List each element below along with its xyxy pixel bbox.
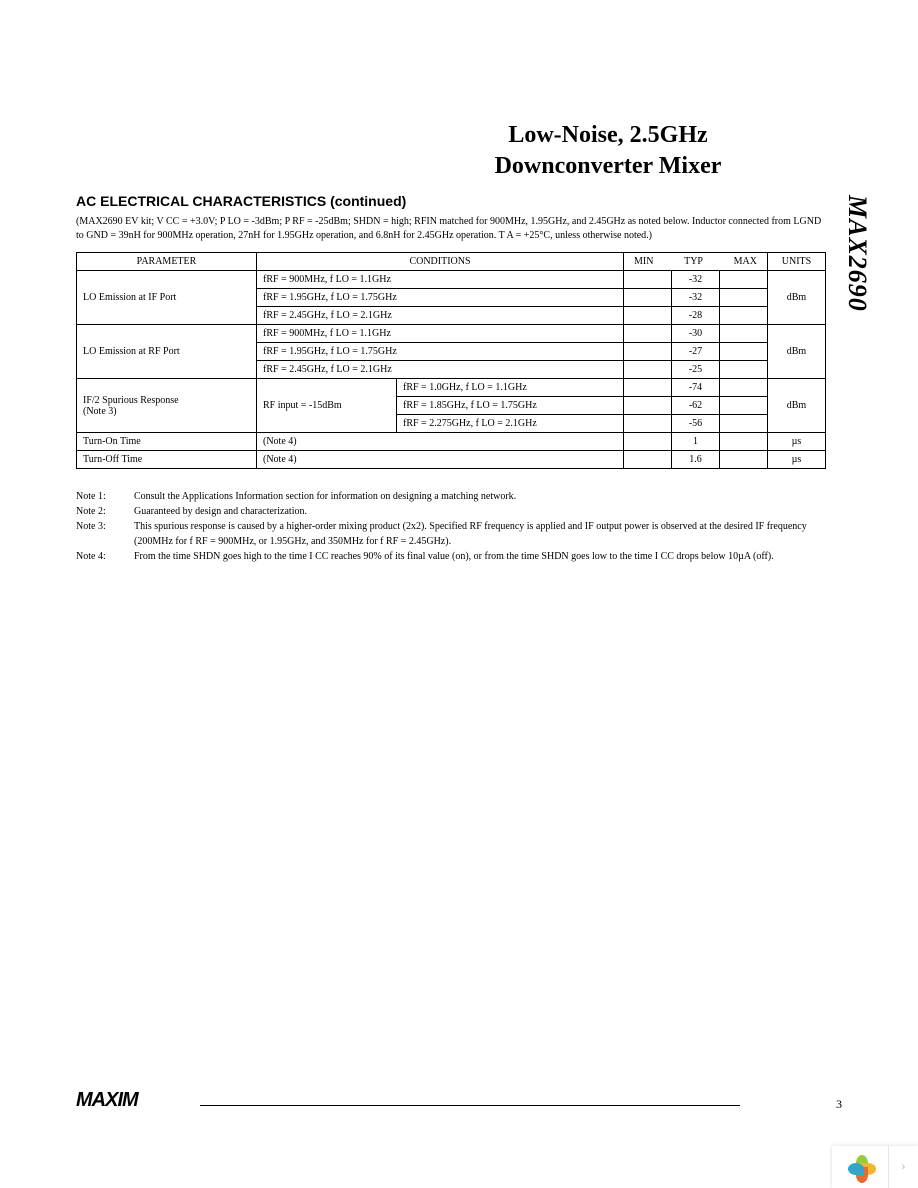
- cell-min: [624, 307, 672, 325]
- cell-condition: fRF = 900MHz, f LO = 1.1GHz: [257, 325, 624, 343]
- table-row: LO Emission at IF PortfRF = 900MHz, f LO…: [77, 271, 826, 289]
- cell-max: [720, 307, 768, 325]
- section-title: AC ELECTRICAL CHARACTERISTICS (continued…: [76, 193, 826, 209]
- cell-max: [720, 271, 768, 289]
- cell-max: [720, 397, 768, 415]
- cell-parameter: Turn-Off Time: [77, 451, 257, 469]
- cell-max: [720, 415, 768, 433]
- note-text: Guaranteed by design and characterizatio…: [134, 504, 307, 519]
- table-row: IF/2 Spurious Response(Note 3)RF input =…: [77, 379, 826, 397]
- content-area: AC ELECTRICAL CHARACTERISTICS (continued…: [76, 193, 826, 564]
- widget-next-icon[interactable]: ›: [888, 1146, 918, 1188]
- cell-units: dBm: [768, 271, 826, 325]
- note-text: From the time SHDN goes high to the time…: [134, 549, 774, 564]
- cell-typ: -28: [672, 307, 720, 325]
- cell-units: dBm: [768, 325, 826, 379]
- table-row: LO Emission at RF PortfRF = 900MHz, f LO…: [77, 325, 826, 343]
- note-label: Note 2:: [76, 504, 124, 519]
- cell-max: [720, 361, 768, 379]
- table-row: Turn-On Time(Note 4) 1 µs: [77, 433, 826, 451]
- note-label: Note 1:: [76, 489, 124, 504]
- footer-page: 3: [836, 1097, 842, 1112]
- cell-max: [720, 379, 768, 397]
- note-label: Note 4:: [76, 549, 124, 564]
- note-text: This spurious response is caused by a hi…: [134, 519, 826, 549]
- conditions-text: (MAX2690 EV kit; V CC = +3.0V; P LO = -3…: [76, 215, 826, 242]
- cell-typ: 1.6: [672, 451, 720, 469]
- cell-typ: -62: [672, 397, 720, 415]
- spec-table: PARAMETER CONDITIONS MIN TYP MAX UNITS L…: [76, 252, 826, 469]
- th-units: UNITS: [768, 253, 826, 271]
- title-line1: Low-Noise, 2.5GHz: [508, 122, 707, 148]
- cell-condition: fRF = 1.95GHz, f LO = 1.75GHz: [257, 289, 624, 307]
- th-parameter: PARAMETER: [77, 253, 257, 271]
- cell-condition: fRF = 1.85GHz, f LO = 1.75GHz: [397, 397, 624, 415]
- note-row: Note 1: Consult the Applications Informat…: [76, 489, 826, 504]
- cell-max: [720, 433, 768, 451]
- th-conditions: CONDITIONS: [257, 253, 624, 271]
- cell-typ: -32: [672, 289, 720, 307]
- cell-units: µs: [768, 451, 826, 469]
- table-row: Turn-Off Time(Note 4) 1.6 µs: [77, 451, 826, 469]
- cell-typ: -27: [672, 343, 720, 361]
- cell-typ: -74: [672, 379, 720, 397]
- note-label: Note 3:: [76, 519, 124, 549]
- cell-min: [624, 289, 672, 307]
- cell-units: µs: [768, 433, 826, 451]
- corner-widget[interactable]: ›: [832, 1146, 918, 1188]
- cell-typ: -30: [672, 325, 720, 343]
- cell-condition: fRF = 900MHz, f LO = 1.1GHz: [257, 271, 624, 289]
- cell-parameter: IF/2 Spurious Response(Note 3): [77, 379, 257, 433]
- cell-max: [720, 325, 768, 343]
- cell-typ: -32: [672, 271, 720, 289]
- cell-typ: 1: [672, 433, 720, 451]
- cell-condition: fRF = 2.275GHz, f LO = 2.1GHz: [397, 415, 624, 433]
- note-text: Consult the Applications Information sec…: [134, 489, 516, 504]
- cell-units: dBm: [768, 379, 826, 433]
- cell-max: [720, 289, 768, 307]
- cell-typ: -25: [672, 361, 720, 379]
- cell-max: [720, 343, 768, 361]
- cell-min: [624, 415, 672, 433]
- cell-parameter: Turn-On Time: [77, 433, 257, 451]
- widget-logo-icon: [832, 1146, 888, 1188]
- note-row: Note 2: Guaranteed by design and characte…: [76, 504, 826, 519]
- cell-min: [624, 433, 672, 451]
- cell-min: [624, 325, 672, 343]
- cell-condition: (Note 4): [257, 451, 624, 469]
- th-max: MAX: [734, 256, 757, 267]
- vertical-part-number: MAX2690: [842, 195, 872, 312]
- th-typ: TYP: [684, 256, 703, 267]
- title-line2: Downconverter Mixer: [495, 153, 722, 179]
- cell-condition: (Note 4): [257, 433, 624, 451]
- cell-min: [624, 451, 672, 469]
- note-row: Note 3: This spurious response is caused …: [76, 519, 826, 549]
- cell-condition: fRF = 1.95GHz, f LO = 1.75GHz: [257, 343, 624, 361]
- cell-condition-prefix: RF input = -15dBm: [257, 379, 397, 433]
- page-title: Low-Noise, 2.5GHz Downconverter Mixer: [398, 120, 818, 182]
- th-min: MIN: [634, 256, 653, 267]
- cell-max: [720, 451, 768, 469]
- cell-min: [624, 361, 672, 379]
- cell-min: [624, 343, 672, 361]
- cell-parameter: LO Emission at RF Port: [77, 325, 257, 379]
- cell-condition: fRF = 2.45GHz, f LO = 2.1GHz: [257, 361, 624, 379]
- cell-min: [624, 271, 672, 289]
- cell-condition: fRF = 2.45GHz, f LO = 2.1GHz: [257, 307, 624, 325]
- note-row: Note 4: From the time SHDN goes high to t…: [76, 549, 826, 564]
- cell-condition: fRF = 1.0GHz, f LO = 1.1GHz: [397, 379, 624, 397]
- cell-typ: -56: [672, 415, 720, 433]
- notes-block: Note 1: Consult the Applications Informat…: [76, 489, 826, 564]
- cell-min: [624, 397, 672, 415]
- footer-logo: MAXIM: [76, 1089, 138, 1112]
- th-min-typ-max: MIN TYP MAX: [624, 253, 768, 271]
- cell-min: [624, 379, 672, 397]
- cell-parameter: LO Emission at IF Port: [77, 271, 257, 325]
- footer-rule: [200, 1105, 740, 1106]
